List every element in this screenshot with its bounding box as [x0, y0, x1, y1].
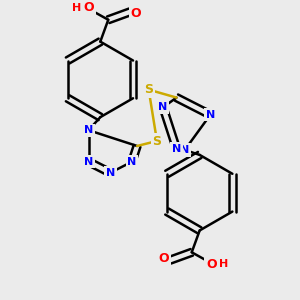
Text: N: N: [206, 110, 215, 120]
Text: N: N: [180, 145, 189, 155]
Text: H: H: [72, 3, 81, 13]
Text: N: N: [127, 157, 136, 167]
Text: S: S: [152, 134, 161, 148]
Text: O: O: [159, 252, 169, 265]
Text: N: N: [84, 157, 93, 167]
Text: H: H: [219, 259, 228, 269]
Text: O: O: [83, 1, 94, 14]
Text: N: N: [106, 168, 115, 178]
Text: O: O: [206, 258, 217, 271]
Text: N: N: [172, 144, 181, 154]
Text: S: S: [144, 83, 153, 96]
Text: O: O: [131, 7, 141, 20]
Text: N: N: [158, 102, 168, 112]
Text: N: N: [84, 125, 93, 135]
